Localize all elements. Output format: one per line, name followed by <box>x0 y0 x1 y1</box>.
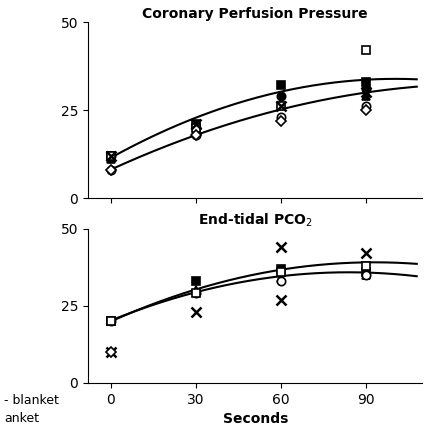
Text: - blanket: - blanket <box>4 394 59 407</box>
Title: End-tidal PCO$_2$: End-tidal PCO$_2$ <box>198 211 312 229</box>
Title: Coronary Perfusion Pressure: Coronary Perfusion Pressure <box>143 7 368 21</box>
Text: anket: anket <box>4 411 40 425</box>
X-axis label: Seconds: Seconds <box>223 412 288 426</box>
